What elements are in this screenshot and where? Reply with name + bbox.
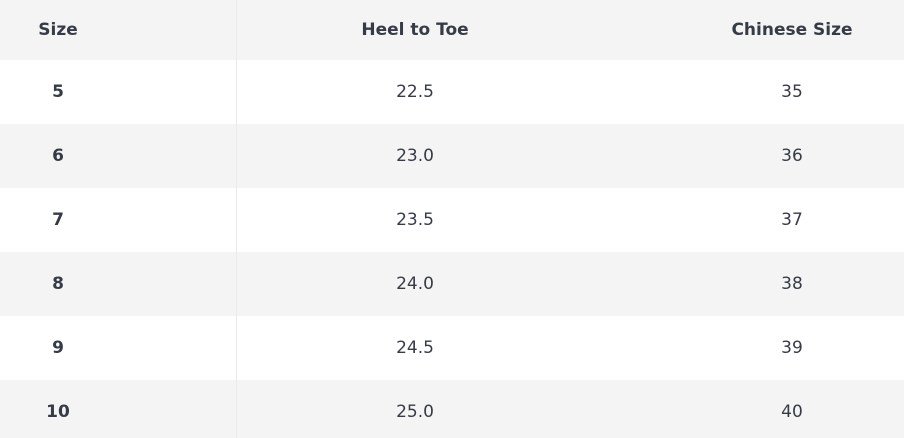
table-cell: 7 bbox=[52, 210, 64, 230]
table-row: 6 23.0 36 bbox=[0, 124, 904, 188]
table-cell: 25.0 bbox=[396, 402, 434, 422]
table-row: 9 24.5 39 bbox=[0, 316, 904, 380]
table-cell: 23.5 bbox=[396, 210, 434, 230]
table-cell: 39 bbox=[781, 338, 803, 358]
table-cell: 37 bbox=[781, 210, 803, 230]
table-cell: 10 bbox=[46, 402, 70, 422]
table-cell: 35 bbox=[781, 82, 803, 102]
table-cell: 24.5 bbox=[396, 338, 434, 358]
header-cell: Chinese Size bbox=[731, 20, 853, 40]
table-cell: 8 bbox=[52, 274, 64, 294]
table-cell: 22.5 bbox=[396, 82, 434, 102]
table-row: 7 23.5 37 bbox=[0, 188, 904, 252]
table-cell: 9 bbox=[52, 338, 64, 358]
header-row: Size Heel to Toe Chinese Size bbox=[0, 0, 904, 60]
table-cell: 5 bbox=[52, 82, 64, 102]
table-cell: 40 bbox=[781, 402, 803, 422]
table-cell: 24.0 bbox=[396, 274, 434, 294]
table-cell: 36 bbox=[781, 146, 803, 166]
table-row: 10 25.0 40 bbox=[0, 380, 904, 438]
table-cell: 38 bbox=[781, 274, 803, 294]
header-cell: Size bbox=[38, 20, 78, 40]
column-divider bbox=[236, 0, 237, 438]
table-cell: 6 bbox=[52, 146, 64, 166]
table-cell: 23.0 bbox=[396, 146, 434, 166]
table-row: 8 24.0 38 bbox=[0, 252, 904, 316]
header-cell: Heel to Toe bbox=[361, 20, 469, 40]
table-row: 5 22.5 35 bbox=[0, 60, 904, 124]
